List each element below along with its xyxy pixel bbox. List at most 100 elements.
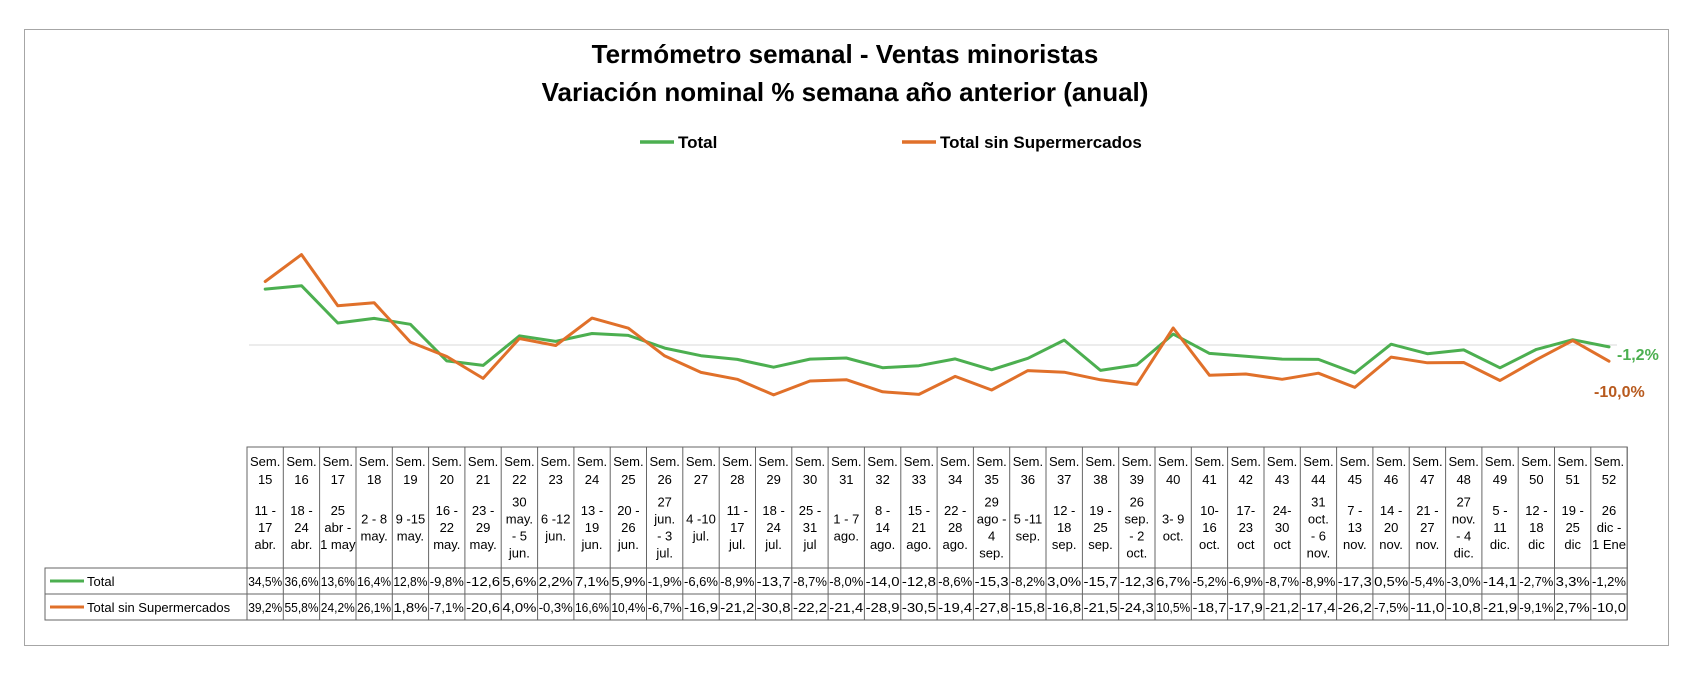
value-cell-total-5: 12,8% xyxy=(393,574,427,589)
value-cell-sin-supermercados-2: 55,8% xyxy=(285,600,319,615)
value-cell-sin-supermercados-1: 39,2% xyxy=(248,600,282,615)
series-layer xyxy=(263,253,1611,397)
date-range-1: 11 -17 abr. xyxy=(254,503,276,552)
value-cell-sin-supermercados-26: 10,5% xyxy=(1156,600,1190,615)
value-cell-sin-supermercados-29: -21,2 xyxy=(1265,600,1299,615)
week-header-30: Sem. 44 xyxy=(1303,454,1333,487)
value-cell-total-19: -12,8 xyxy=(902,574,936,589)
date-range-21: 29 ago -4 sep. xyxy=(977,495,1007,561)
value-cell-sin-supermercados-37: 2,7% xyxy=(1556,600,1590,615)
week-header-20: Sem. 34 xyxy=(940,454,970,487)
date-range-30: 31 oct. - 6 nov. xyxy=(1307,495,1331,561)
value-cell-total-15: -13,7 xyxy=(757,574,791,589)
value-cell-sin-supermercados-34: -10,8 xyxy=(1447,600,1481,615)
chart-frame xyxy=(24,29,1669,646)
value-cell-total-36: -2,7% xyxy=(1519,574,1553,589)
week-header-26: Sem. 40 xyxy=(1158,454,1188,487)
value-cell-total-28: -6,9% xyxy=(1229,574,1263,589)
date-range-5: 9 -15 may. xyxy=(396,512,426,544)
week-header-1: Sem. 15 xyxy=(250,454,280,487)
date-range-10: 13 -19 jun. xyxy=(581,503,604,552)
value-cell-sin-supermercados-12: -6,7% xyxy=(648,600,682,615)
value-cell-sin-supermercados-4: 26,1% xyxy=(357,600,391,615)
week-header-14: Sem. 28 xyxy=(722,454,752,487)
value-cell-sin-supermercados-3: 24,2% xyxy=(321,600,355,615)
value-cell-total-16: -8,7% xyxy=(793,574,827,589)
value-cell-sin-supermercados-27: -18,7 xyxy=(1193,600,1227,615)
chart-title: Termómetro semanal - Ventas minoristas xyxy=(592,39,1099,69)
data-table: Sem. 15 11 -17 abr. Sem. 16 18 -24 abr. Sem. 17 25… xyxy=(44,446,1628,621)
date-range-4: 2 - 8 may. xyxy=(360,512,387,544)
row-label-total: Total xyxy=(87,574,115,589)
value-cell-total-4: 16,4% xyxy=(357,574,391,589)
week-header-6: Sem. 20 xyxy=(432,454,462,487)
value-cell-total-20: -8,6% xyxy=(938,574,972,589)
date-range-25: 26 sep. - 2 oct. xyxy=(1125,495,1150,561)
value-cell-total-8: 5,6% xyxy=(502,574,536,589)
value-cell-sin-supermercados-18: -28,9 xyxy=(866,600,900,615)
series-line-sin-supermercados xyxy=(263,253,1611,397)
value-cell-total-14: -8,9% xyxy=(720,574,754,589)
value-cell-total-3: 13,6% xyxy=(321,574,355,589)
value-cell-sin-supermercados-19: -30,5 xyxy=(902,600,936,615)
value-cell-total-34: -3,0% xyxy=(1447,574,1481,589)
value-cell-sin-supermercados-23: -16,8 xyxy=(1047,600,1081,615)
value-cell-sin-supermercados-9: -0,3% xyxy=(539,600,573,615)
series-line-total xyxy=(263,284,1611,375)
date-range-24: 19 -25 sep. xyxy=(1088,503,1113,552)
week-header-11: Sem. 25 xyxy=(613,454,643,487)
value-cell-total-11: 5,9% xyxy=(611,574,645,589)
date-range-18: 8 -14 ago. xyxy=(870,503,895,552)
value-cell-total-21: -15,3 xyxy=(975,574,1009,589)
value-cell-sin-supermercados-15: -30,8 xyxy=(757,600,791,615)
value-cell-total-9: 2,2% xyxy=(539,574,573,589)
date-range-20: 22 -28 ago. xyxy=(943,503,968,552)
date-range-8: 30 may. - 5 jun. xyxy=(506,495,533,561)
date-range-9: 6 -12 jun. xyxy=(541,512,571,544)
week-header-21: Sem. 35 xyxy=(976,454,1006,487)
week-header-37: Sem. 51 xyxy=(1558,454,1588,487)
value-cell-total-38: -1,2% xyxy=(1592,574,1626,589)
value-cell-total-30: -8,9% xyxy=(1301,574,1335,589)
week-header-16: Sem. 30 xyxy=(795,454,825,487)
legend-total-label: Total xyxy=(678,133,717,152)
chart-subtitle: Variación nominal % semana año anterior … xyxy=(542,77,1149,107)
week-header-28: Sem. 42 xyxy=(1231,454,1261,487)
value-cell-total-22: -8,2% xyxy=(1011,574,1045,589)
date-range-17: 1 - 7 ago. xyxy=(833,512,859,544)
value-cell-sin-supermercados-7: -20,6 xyxy=(466,600,500,615)
value-cell-sin-supermercados-30: -17,4 xyxy=(1301,600,1335,615)
week-header-15: Sem. 29 xyxy=(758,454,788,487)
value-cell-sin-supermercados-25: -24,3 xyxy=(1120,600,1154,615)
value-cell-total-17: -8,0% xyxy=(829,574,863,589)
row-label-sin-supermercados: Total sin Supermercados xyxy=(87,600,231,615)
date-range-35: 5 -11 dic. xyxy=(1490,503,1510,552)
date-range-36: 12 -18 dic xyxy=(1525,503,1547,552)
value-cell-total-32: 0,5% xyxy=(1374,574,1408,589)
week-header-38: Sem. 52 xyxy=(1594,454,1624,487)
value-cell-total-13: -6,6% xyxy=(684,574,718,589)
value-cell-total-25: -12,3 xyxy=(1120,574,1154,589)
date-range-22: 5 -11 sep. xyxy=(1014,512,1043,544)
date-range-33: 21 -27 nov. xyxy=(1416,503,1440,552)
value-cell-total-31: -17,3 xyxy=(1338,574,1372,589)
date-range-38: 26 dic -1 Ene xyxy=(1592,503,1626,552)
week-header-34: Sem. 48 xyxy=(1449,454,1479,487)
value-cell-sin-supermercados-28: -17,9 xyxy=(1229,600,1263,615)
legend: Total Total sin Supermercados xyxy=(640,133,1142,152)
date-range-15: 18 -24 jul. xyxy=(762,503,784,552)
week-header-31: Sem. 45 xyxy=(1340,454,1370,487)
week-header-2: Sem. 16 xyxy=(286,454,316,487)
value-cell-sin-supermercados-21: -27,8 xyxy=(975,600,1009,615)
value-cell-total-24: -15,7 xyxy=(1084,574,1118,589)
week-header-5: Sem. 19 xyxy=(395,454,425,487)
value-cell-total-18: -14,0 xyxy=(866,574,900,589)
date-range-12: 27 jun. - 3 jul. xyxy=(653,495,675,561)
date-range-11: 20 -26 jun. xyxy=(617,503,640,552)
value-cell-sin-supermercados-36: -9,1% xyxy=(1519,600,1553,615)
value-cell-sin-supermercados-13: -16,9 xyxy=(684,600,718,615)
value-cell-sin-supermercados-31: -26,2 xyxy=(1338,600,1372,615)
value-cell-sin-supermercados-32: -7,5% xyxy=(1374,600,1408,615)
week-header-7: Sem. 21 xyxy=(468,454,498,487)
end-label-total: -1,2% xyxy=(1617,347,1659,364)
